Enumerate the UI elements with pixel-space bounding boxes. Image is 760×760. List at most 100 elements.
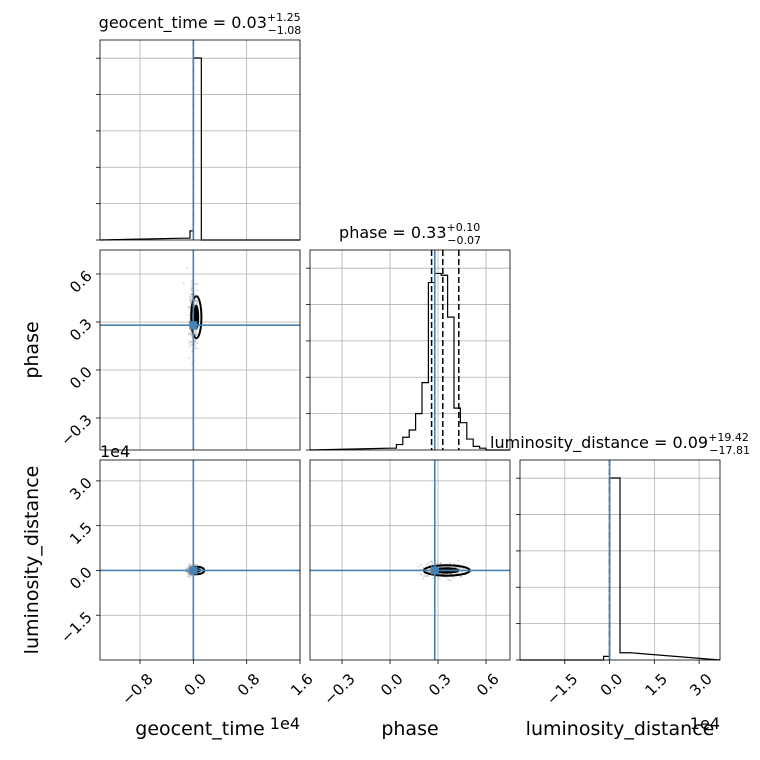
x-offset-text-luminosity-distance: 1e4 [690, 714, 720, 733]
x-tick-label: 3.0 [686, 670, 716, 700]
sample-point [190, 293, 193, 296]
panel-phase-vs-geocent-time-frame [99, 249, 301, 451]
sample-point [188, 340, 191, 342]
sample-point [190, 331, 192, 334]
x-tick-label: 0.0 [597, 670, 627, 700]
sample-point [188, 575, 191, 578]
sample-point [187, 571, 190, 574]
sample-point [189, 576, 192, 579]
sample-point [422, 566, 424, 569]
panel-luminosity-distance-title: luminosity_distance = 0.09+19.42 −17.81 [490, 431, 750, 457]
x-tick-label: 1.6 [287, 670, 317, 700]
sample-point [190, 333, 193, 336]
sample-point [194, 347, 197, 350]
sample-point [186, 267, 189, 270]
y-tick-label: 0.6 [66, 267, 96, 297]
sample-point [190, 340, 192, 343]
x-tick-label: −0.3 [320, 670, 358, 708]
sample-point [426, 562, 429, 565]
sample-point [193, 300, 196, 303]
sample-point [194, 338, 197, 341]
panel-luminosity-distance-vs-phase-frame [309, 459, 511, 661]
sample-point [440, 562, 442, 564]
sample-point [189, 564, 191, 567]
sample-point [438, 566, 441, 569]
y-tick-label: 0.0 [66, 363, 96, 393]
sample-point [187, 573, 190, 576]
sample-point [188, 346, 191, 348]
sample-point [186, 575, 189, 577]
sample-point [453, 563, 456, 565]
sample-point [190, 574, 193, 577]
sample-point [193, 303, 196, 306]
sample-point [194, 300, 197, 302]
sample-point [420, 573, 423, 576]
sample-point [190, 334, 193, 336]
sample-point [194, 330, 197, 333]
sample-point [189, 296, 192, 298]
sample-point [196, 302, 198, 305]
x-axis-title-phase: phase [381, 718, 438, 740]
sample-point [186, 571, 188, 573]
sample-point [459, 567, 462, 569]
sample-point [187, 564, 190, 567]
x-tick-label: −1.5 [543, 670, 581, 708]
sample-point [458, 566, 461, 569]
x-axis-title-geocent-time: geocent_time [135, 718, 264, 740]
sample-point [189, 332, 192, 335]
sample-point [423, 575, 425, 578]
panel-luminosity-distance-frame [519, 459, 721, 661]
sample-point [196, 347, 199, 350]
sample-point [194, 333, 197, 336]
sample-point [436, 562, 439, 565]
sample-point [190, 297, 193, 300]
sample-point [426, 575, 429, 578]
sample-point [429, 568, 431, 570]
y-axis-title-phase: phase [21, 321, 43, 378]
sample-point [196, 289, 199, 292]
y-tick-label: 0.0 [66, 563, 96, 593]
sample-point [190, 344, 193, 346]
x-tick-label: 0.3 [425, 670, 455, 700]
sample-point [183, 282, 185, 285]
sample-point [194, 333, 197, 336]
sample-point [430, 560, 433, 563]
sample-point [190, 301, 193, 304]
sample-point [188, 563, 191, 565]
sample-point [190, 574, 193, 577]
sample-point [446, 578, 449, 581]
sample-point [187, 306, 190, 309]
y-tick-label: −1.5 [57, 608, 95, 646]
sample-point [193, 340, 196, 343]
sample-point [195, 334, 198, 337]
sample-point [458, 566, 461, 569]
sample-point [190, 564, 193, 567]
sample-point [449, 579, 452, 582]
sample-point [458, 571, 460, 574]
sample-point [438, 573, 441, 575]
sample-point [186, 567, 189, 570]
sample-point [195, 563, 198, 566]
sample-point [188, 332, 190, 335]
sample-point [425, 564, 428, 566]
sample-point [188, 295, 191, 297]
panel-phase-title: phase = 0.33+0.10 −0.07 [339, 221, 481, 247]
sample-point [417, 565, 420, 568]
sample-point [426, 575, 429, 577]
sample-point [196, 300, 198, 303]
sample-point [438, 578, 441, 580]
sample-point [420, 563, 423, 566]
sample-point [432, 563, 434, 566]
sample-point [456, 572, 459, 575]
sample-point [422, 578, 424, 580]
x-tick-label: 0.6 [473, 670, 503, 700]
sample-point [187, 571, 190, 574]
x-tick-label: 0.0 [180, 670, 210, 700]
y-tick-label: 0.3 [66, 315, 96, 345]
sample-point [460, 575, 462, 578]
sample-point [457, 560, 460, 562]
sample-point [431, 561, 434, 564]
sample-point [196, 300, 199, 303]
x-offset-text-geocent-time: 1e4 [270, 714, 300, 733]
panel-luminosity-distance-histogram [520, 477, 721, 661]
